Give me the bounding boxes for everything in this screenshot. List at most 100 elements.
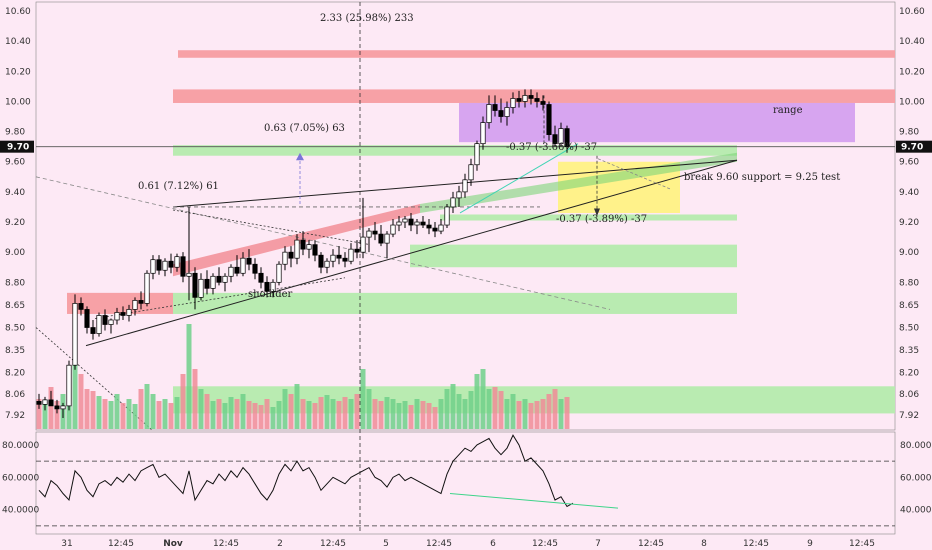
candle-body: [540, 101, 546, 105]
volume-bar: [492, 387, 498, 429]
candle-body: [102, 315, 108, 325]
candle-body: [270, 281, 276, 292]
candle-body: [516, 98, 522, 102]
volume-bar: [360, 369, 366, 429]
volume-bar: [282, 389, 288, 429]
volume-bar: [162, 399, 168, 429]
y-tick-left: 10.40: [5, 37, 31, 47]
volume-bar: [42, 404, 48, 429]
volume-bar: [156, 401, 162, 429]
y-tick-right: 8.65: [899, 301, 919, 311]
y-tick-right: 10.20: [899, 67, 925, 77]
candle-body: [282, 251, 288, 265]
volume-bar: [96, 396, 102, 429]
candle-body: [444, 206, 450, 226]
volume-bar: [438, 399, 444, 429]
rsi-tick-right: 80.0000: [900, 441, 932, 451]
candle-body: [522, 95, 528, 102]
candle-body: [468, 164, 474, 181]
volume-bar: [408, 405, 414, 429]
y-tick-right: 9.60: [899, 158, 919, 168]
rsi-tick-left: 80.0000: [2, 441, 39, 451]
support-zone-870: [173, 292, 737, 314]
candle-body: [132, 300, 138, 310]
volume-bar: [402, 401, 408, 429]
volume-bar: [444, 389, 450, 429]
price-pane-frame: [35, 1, 896, 431]
candle-body: [420, 221, 426, 226]
y-tick-left: 8.20: [5, 369, 25, 379]
y-tick-left: 10.20: [5, 67, 31, 77]
volume-bar: [426, 403, 432, 429]
volume-bar: [72, 364, 78, 429]
y-tick-right: 10.60: [899, 7, 925, 17]
x-tick: 12:45: [532, 539, 558, 549]
candle-body: [252, 263, 258, 274]
candle-body: [504, 107, 510, 117]
candle-body: [336, 254, 342, 259]
y-tick-left: 8.50: [5, 324, 25, 334]
volume-bar: [462, 399, 468, 429]
y-tick-left: 8.80: [5, 278, 25, 288]
candle-body: [426, 224, 432, 229]
y-tick-left: 10.60: [5, 7, 31, 17]
x-tick: 2: [277, 539, 283, 549]
candle-body: [96, 315, 102, 334]
x-tick: 31: [61, 539, 72, 549]
volume-bar: [180, 374, 186, 429]
annotation-measure-left: 0.61 (7.12%) 61: [138, 181, 219, 192]
candle-body: [216, 275, 222, 283]
volume-bar: [168, 403, 174, 429]
volume-bar: [414, 399, 420, 429]
candle-body: [90, 327, 96, 334]
volume-bar: [108, 401, 114, 429]
volume-bar: [210, 401, 216, 429]
candle-body: [534, 98, 540, 102]
volume-bar: [306, 401, 312, 429]
candle-body: [342, 257, 348, 262]
candle-body: [228, 266, 234, 277]
candle-body: [288, 251, 294, 259]
candle-body: [492, 104, 498, 111]
candle-body: [528, 95, 534, 99]
candle-body: [48, 399, 54, 407]
volume-bar: [144, 384, 150, 429]
resistance-zone-upper: [178, 50, 895, 58]
candle-body: [150, 259, 156, 274]
rsi-line: [38, 434, 574, 508]
candle-body: [168, 260, 174, 268]
volume-bar: [330, 399, 336, 429]
volume-bar: [186, 324, 192, 429]
volume-bar: [348, 399, 354, 429]
volume-bar: [528, 403, 534, 429]
candle-body: [264, 281, 270, 292]
volume-bar: [192, 369, 198, 429]
volume-bar: [324, 395, 330, 429]
price-badge-right-bg: [896, 140, 932, 153]
candle-body: [384, 233, 390, 244]
candle-body: [114, 312, 120, 321]
candle-body: [54, 405, 60, 410]
candle-body: [456, 191, 462, 199]
x-tick: 12:45: [849, 539, 875, 549]
candle-body: [360, 236, 366, 253]
candle-body: [510, 98, 516, 108]
volume-bar: [486, 389, 492, 429]
volume-bar: [300, 399, 306, 429]
volume-bar: [138, 389, 144, 429]
volume-bar: [396, 403, 402, 429]
upper-support-band: [420, 152, 737, 213]
x-tick: Nov: [163, 539, 183, 549]
y-tick-right: 8.20: [899, 369, 919, 379]
candle-body: [450, 197, 456, 208]
candle-body: [462, 179, 468, 193]
candle-body: [126, 309, 132, 316]
volume-bar: [312, 403, 318, 429]
volume-bar: [510, 394, 516, 429]
volume-bar: [258, 405, 264, 429]
volume-bar: [390, 399, 396, 429]
x-tick: 5: [383, 539, 389, 549]
volume-bar: [384, 397, 390, 429]
support-zone-900: [410, 244, 737, 268]
candle-body: [276, 263, 282, 283]
